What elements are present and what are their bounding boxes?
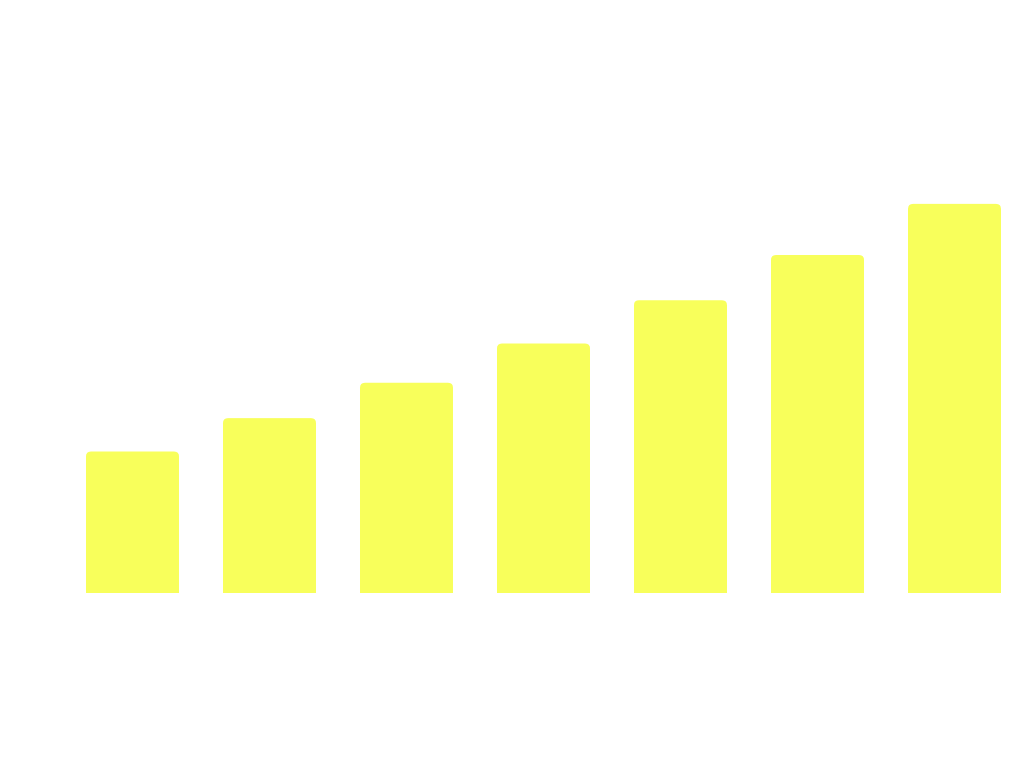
bar-1	[86, 451, 179, 593]
bar-7	[908, 203, 1001, 593]
bar-2	[223, 418, 316, 593]
bars-group	[86, 203, 1001, 593]
bar-6	[771, 255, 864, 593]
bar-4	[497, 343, 590, 593]
bar-5	[634, 300, 727, 593]
bar-3	[360, 382, 453, 593]
